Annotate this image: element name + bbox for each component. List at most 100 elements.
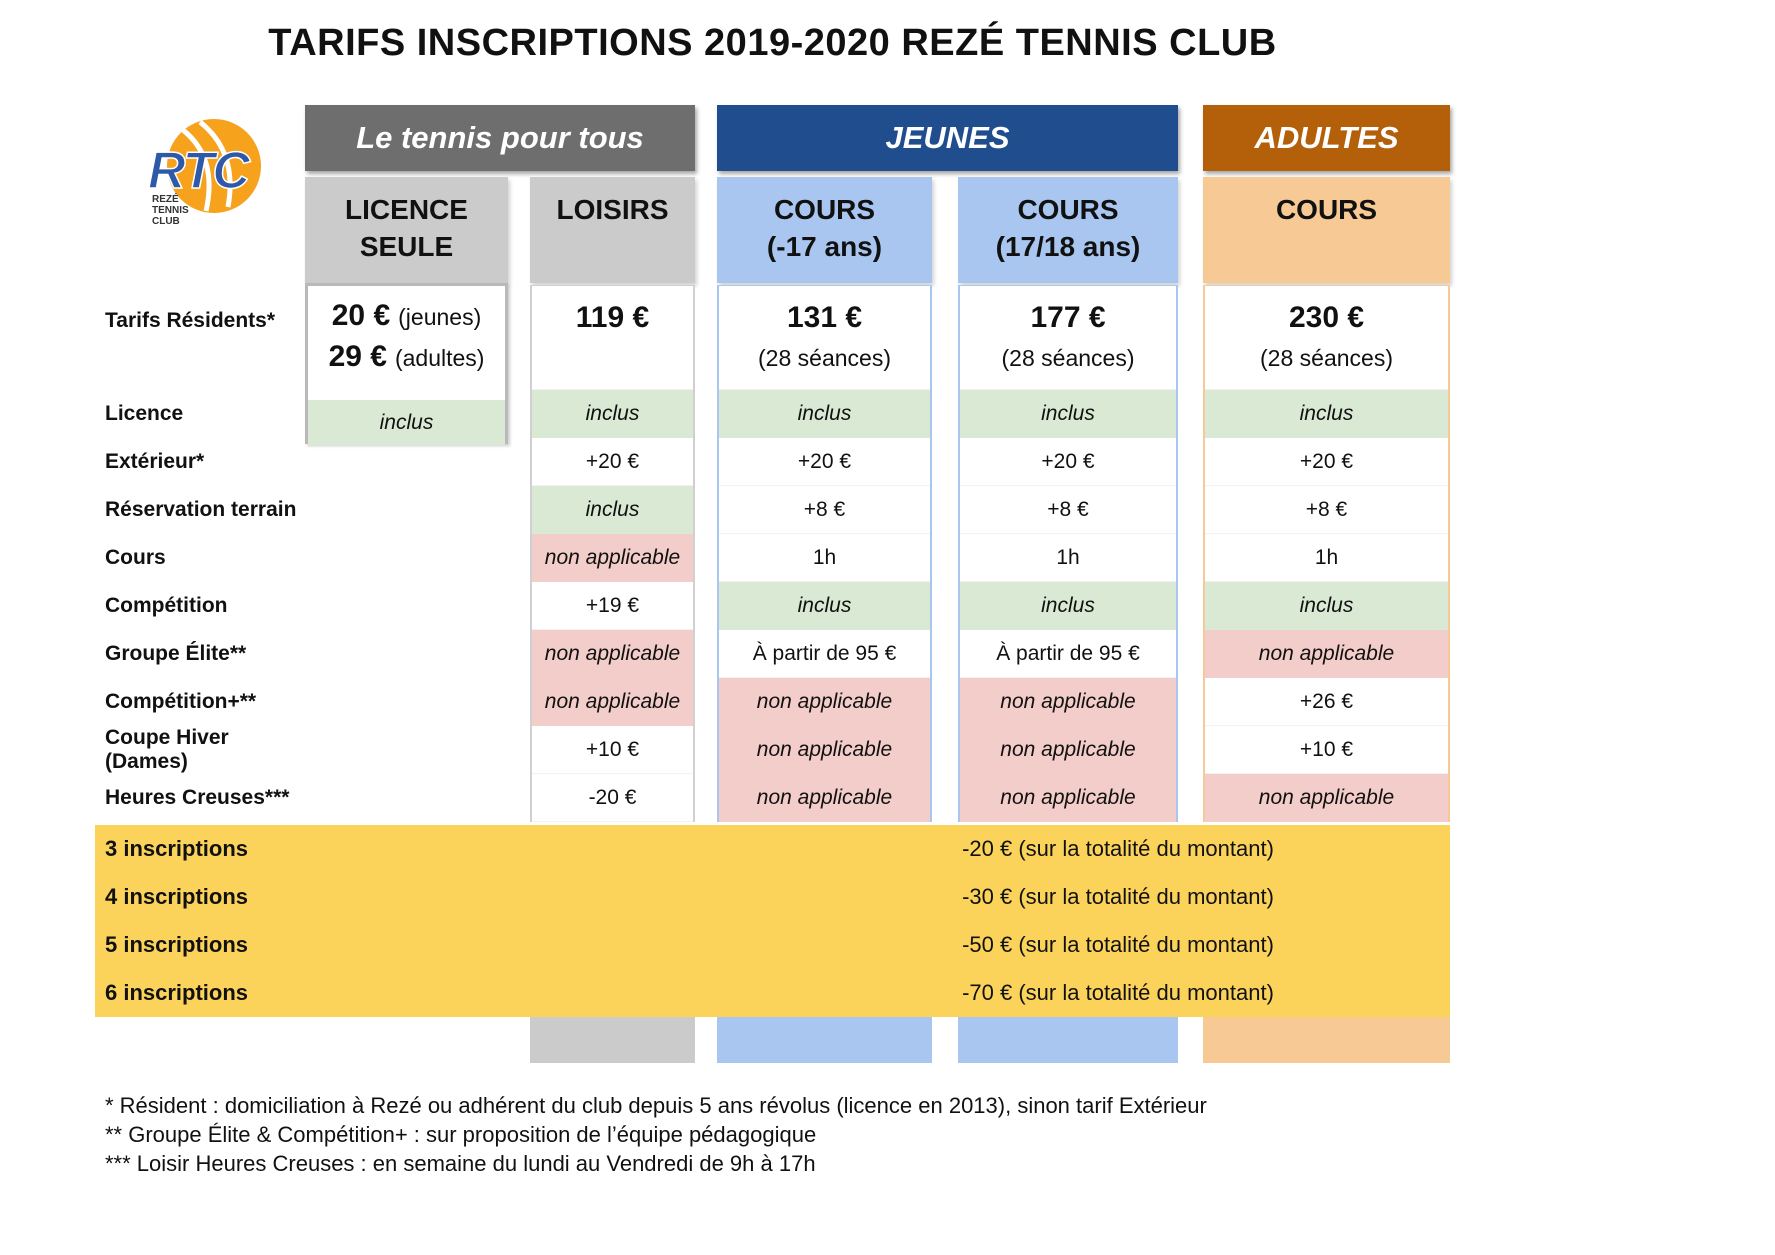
cell-loisirs-licence: inclus xyxy=(530,390,695,438)
column-stub-cours-1718 xyxy=(958,1017,1178,1063)
row-label-competition: Compétition xyxy=(105,594,228,617)
column-header-loisirs: LOISIRS xyxy=(530,177,695,283)
group-band-tennis-pour-tous: Le tennis pour tous xyxy=(305,105,695,171)
cell-cours1718-groupe-elite: À partir de 95 € xyxy=(958,630,1178,678)
price-note: (adultes) xyxy=(394,345,485,371)
cell-cours1718-exterieur: +20 € xyxy=(958,438,1178,486)
cell-loisirs-cours: non applicable xyxy=(530,534,695,582)
discount-label: 3 inscriptions xyxy=(105,836,249,861)
cell-cours17-cours: 1h xyxy=(717,534,932,582)
discounts-section: 3 inscriptions -20 € (sur la totalité du… xyxy=(95,825,1450,1017)
price-cours-moins17: 131 € (28 séances) xyxy=(717,285,932,390)
ball-seam-line xyxy=(181,128,212,212)
header-line: COURS xyxy=(1017,194,1119,225)
cell-adultes-heures-creuses: non applicable xyxy=(1203,774,1450,822)
cell-cours17-reservation: +8 € xyxy=(717,486,932,534)
cell-cours17-licence: inclus xyxy=(717,390,932,438)
tennis-ball-icon xyxy=(167,119,261,213)
price-value: 177 € xyxy=(1030,301,1106,334)
discount-row: 6 inscriptions -70 € (sur la totalité du… xyxy=(95,969,1450,1017)
row-label-groupe-elite: Groupe Élite** xyxy=(105,642,247,665)
cell-cours17-heures-creuses: non applicable xyxy=(717,774,932,822)
cell-loisirs-coupe-hiver: +10 € xyxy=(530,726,695,774)
group-band-jeunes: JEUNES xyxy=(717,105,1178,171)
pricing-table: Le tennis pour tous JEUNES ADULTES LICEN… xyxy=(95,105,1450,822)
price-adultes: 230 € (28 séances) xyxy=(1203,285,1450,390)
logo-club-line1: REZÉ xyxy=(152,192,179,205)
row-label-coupe-hiver: Coupe Hiver (Dames) xyxy=(105,726,229,773)
logo-acronym: RTC xyxy=(148,142,251,200)
row-label-licence: Licence xyxy=(105,402,184,425)
cell-cours17-competition-plus: non applicable xyxy=(717,678,932,726)
rtc-club-logo: RTC REZÉ TENNIS CLUB xyxy=(147,119,261,227)
discount-value: -20 € (sur la totalité du montant) xyxy=(962,836,1274,861)
cell-loisirs-reservation: inclus xyxy=(530,486,695,534)
price-cours-1718: 177 € (28 séances) xyxy=(958,285,1178,390)
column-stub-loisirs xyxy=(530,1017,695,1063)
discount-label: 4 inscriptions xyxy=(105,884,249,909)
row-label-competition-plus: Compétition+** xyxy=(105,690,257,713)
header-line: COURS xyxy=(773,194,876,225)
cell-adultes-competition: inclus xyxy=(1203,582,1450,630)
discount-row: 3 inscriptions -20 € (sur la totalité du… xyxy=(95,825,1450,873)
price-note: (28 séances) xyxy=(1260,345,1393,371)
row-label-heures-creuses: Heures Creuses*** xyxy=(105,786,290,809)
column-licence-seule: 20 € (jeunes) 29 € (adultes) inclus xyxy=(305,283,508,445)
column-stub-adultes xyxy=(1203,1017,1450,1063)
discount-label: 5 inscriptions xyxy=(105,932,249,957)
cell-loisirs-exterieur: +20 € xyxy=(530,438,695,486)
cell-cours1718-competition: inclus xyxy=(958,582,1178,630)
cell-loisirs-heures-creuses: -20 € xyxy=(530,774,695,822)
header-line: (-17 ans) xyxy=(766,231,883,262)
cell-loisirs-groupe-elite: non applicable xyxy=(530,630,695,678)
cell-adultes-cours: 1h xyxy=(1203,534,1450,582)
footnote-heures-creuses: *** Loisir Heures Creuses : en semaine d… xyxy=(105,1151,816,1176)
footnote-resident: * Résident : domiciliation à Rezé ou adh… xyxy=(105,1093,1207,1118)
column-stub-cours-moins17 xyxy=(717,1017,932,1063)
header-line: LICENCE xyxy=(345,194,468,225)
discount-row: 4 inscriptions -30 € (sur la totalité du… xyxy=(95,873,1450,921)
cell-adultes-groupe-elite: non applicable xyxy=(1203,630,1450,678)
cell-adultes-competition-plus: +26 € xyxy=(1203,678,1450,726)
price-value: 29 € xyxy=(328,340,387,373)
row-label-tarifs-residents: Tarifs Résidents* xyxy=(105,309,275,332)
logo-club-line2: TENNIS xyxy=(152,205,189,216)
header-line: LOISIRS xyxy=(556,194,669,225)
cell-adultes-reservation: +8 € xyxy=(1203,486,1450,534)
row-label-reservation-terrain: Réservation terrain xyxy=(105,498,297,521)
header-line: COURS xyxy=(1275,194,1378,225)
column-header-licence-seule: LICENCE SEULE xyxy=(305,177,508,283)
cell-cours1718-cours: 1h xyxy=(958,534,1178,582)
price-value: 119 € xyxy=(575,301,650,334)
cell-licence-seule-licence: inclus xyxy=(308,400,505,445)
cell-adultes-licence: inclus xyxy=(1203,390,1450,438)
cell-cours1718-licence: inclus xyxy=(958,390,1178,438)
row-label-exterieur: Extérieur* xyxy=(105,450,205,473)
price-value: 20 € xyxy=(331,299,391,332)
column-header-cours-1718: COURS (17/18 ans) xyxy=(958,177,1178,283)
column-header-cours-moins17: COURS (-17 ans) xyxy=(717,177,932,283)
column-header-adultes-cours: COURS xyxy=(1203,177,1450,283)
cell-cours17-groupe-elite: À partir de 95 € xyxy=(717,630,932,678)
footnotes: * Résident : domiciliation à Rezé ou adh… xyxy=(105,1092,1207,1179)
cell-cours17-coupe-hiver: non applicable xyxy=(717,726,932,774)
price-note: (28 séances) xyxy=(1001,345,1135,371)
header-line: (17/18 ans) xyxy=(995,231,1141,262)
price-loisirs: 119 € xyxy=(530,285,695,390)
group-band-adultes: ADULTES xyxy=(1203,105,1450,171)
price-note: (jeunes) xyxy=(398,304,482,330)
ball-seam-line xyxy=(198,120,233,208)
page-title: TARIFS INSCRIPTIONS 2019-2020 REZÉ TENNI… xyxy=(268,22,1277,64)
cell-cours17-exterieur: +20 € xyxy=(717,438,932,486)
cell-loisirs-competition-plus: non applicable xyxy=(530,678,695,726)
cell-cours1718-heures-creuses: non applicable xyxy=(958,774,1178,822)
price-note: (28 séances) xyxy=(758,345,891,371)
row-label-cours: Cours xyxy=(105,546,166,569)
discount-label: 6 inscriptions xyxy=(105,980,249,1005)
footnote-groupe-elite: ** Groupe Élite & Compétition+ : sur pro… xyxy=(105,1122,817,1147)
discount-value: -70 € (sur la totalité du montant) xyxy=(962,980,1274,1005)
price-value: 230 € xyxy=(1288,301,1365,334)
cell-loisirs-competition: +19 € xyxy=(530,582,695,630)
header-line: SEULE xyxy=(359,231,454,262)
